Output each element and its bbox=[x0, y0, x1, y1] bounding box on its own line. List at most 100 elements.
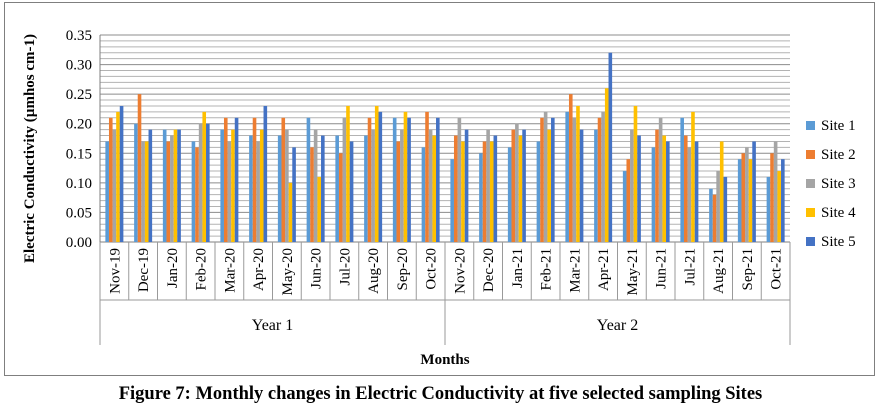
bar bbox=[277, 135, 282, 242]
bar bbox=[285, 129, 289, 242]
x-tick-label: Jun-21 bbox=[654, 248, 670, 289]
legend-swatch bbox=[806, 237, 815, 246]
legend-label: Site 3 bbox=[821, 176, 856, 192]
bar bbox=[716, 171, 720, 242]
bar bbox=[622, 171, 627, 242]
bar bbox=[752, 141, 756, 242]
bar bbox=[392, 117, 397, 242]
bar bbox=[565, 111, 569, 242]
bar bbox=[346, 105, 350, 242]
bar bbox=[691, 111, 695, 242]
bar bbox=[547, 129, 552, 242]
bar bbox=[137, 94, 142, 243]
bar bbox=[421, 147, 426, 242]
group-label: Year 1 bbox=[252, 317, 293, 334]
bar bbox=[594, 129, 598, 242]
bar bbox=[227, 141, 232, 242]
bar bbox=[662, 135, 667, 242]
bar bbox=[256, 141, 260, 242]
bar bbox=[338, 153, 343, 242]
bar bbox=[134, 123, 138, 242]
y-tick-label: 0.10 bbox=[66, 176, 92, 192]
bar bbox=[342, 117, 347, 242]
bar bbox=[378, 111, 383, 242]
x-tick-label: Aug-21 bbox=[711, 248, 727, 294]
bar bbox=[108, 117, 113, 242]
y-tick-label: 0.35 bbox=[66, 28, 92, 44]
bar bbox=[317, 176, 322, 242]
bar bbox=[651, 147, 656, 242]
bar bbox=[112, 129, 117, 242]
y-tick-label: 0.00 bbox=[66, 235, 92, 251]
x-tick-label: Dec-20 bbox=[481, 248, 497, 292]
bar bbox=[400, 129, 404, 242]
x-tick-label: Feb-21 bbox=[539, 248, 555, 291]
x-tick-label: Sep-21 bbox=[740, 248, 756, 291]
bar bbox=[608, 52, 613, 242]
figure-caption: Figure 7: Monthly changes in Electric Co… bbox=[118, 384, 763, 404]
x-tick-label: Jul-21 bbox=[682, 248, 698, 286]
bar bbox=[719, 141, 724, 242]
bar bbox=[781, 159, 785, 242]
group-label: Year 2 bbox=[597, 317, 638, 334]
legend-swatch bbox=[806, 121, 815, 130]
bar bbox=[626, 159, 631, 242]
bar bbox=[364, 135, 368, 242]
bar bbox=[249, 135, 253, 242]
bar bbox=[292, 147, 296, 242]
y-tick-label: 0.25 bbox=[66, 87, 92, 103]
bar bbox=[141, 141, 145, 242]
bar bbox=[259, 129, 264, 242]
legend-label: Site 2 bbox=[821, 147, 856, 163]
bar bbox=[543, 111, 548, 242]
x-axis-title: Months bbox=[420, 352, 469, 368]
bar bbox=[745, 147, 749, 242]
y-tick-label: 0.20 bbox=[66, 117, 92, 133]
bar bbox=[349, 141, 354, 242]
bar bbox=[198, 123, 203, 242]
bar bbox=[223, 117, 228, 242]
bar bbox=[694, 141, 699, 242]
x-tick-label: Mar-21 bbox=[567, 248, 583, 293]
bar bbox=[321, 135, 325, 242]
bar bbox=[741, 153, 746, 242]
bar bbox=[170, 135, 174, 242]
bar bbox=[457, 117, 462, 242]
bar bbox=[770, 153, 774, 242]
bar bbox=[518, 135, 523, 242]
bar bbox=[428, 129, 433, 242]
bar bbox=[263, 105, 268, 242]
bar bbox=[306, 117, 311, 242]
bar bbox=[576, 105, 580, 242]
x-tick-label: May-21 bbox=[625, 248, 641, 296]
y-tick-label: 0.05 bbox=[66, 205, 92, 221]
bar bbox=[335, 135, 339, 242]
x-tick-label: Apr-21 bbox=[596, 248, 612, 291]
bar-chart: 0.00 0.05 0.10 0.15 0.20 0.25 0.30 0.35 Nov-19 De… bbox=[22, 28, 856, 368]
bar bbox=[515, 123, 519, 242]
x-tick-label: Dec-19 bbox=[136, 248, 152, 292]
bar bbox=[777, 171, 782, 242]
bar bbox=[371, 129, 375, 242]
bar bbox=[766, 176, 771, 242]
bar bbox=[601, 111, 605, 242]
bar bbox=[432, 135, 437, 242]
bar bbox=[119, 105, 124, 242]
bar bbox=[723, 176, 728, 242]
x-tick-label: May-20 bbox=[280, 248, 296, 296]
y-tick-label: 0.30 bbox=[66, 58, 92, 74]
bar bbox=[144, 141, 149, 242]
bar bbox=[604, 88, 609, 242]
bar bbox=[453, 135, 458, 242]
bar bbox=[658, 117, 663, 242]
bar bbox=[162, 129, 167, 242]
bar bbox=[536, 141, 541, 242]
bar bbox=[655, 129, 659, 242]
x-tick-label: Jan-21 bbox=[510, 248, 526, 288]
x-tick-label: Sep-20 bbox=[395, 248, 411, 291]
bar bbox=[666, 141, 670, 242]
bar bbox=[633, 105, 638, 242]
bar bbox=[680, 117, 684, 242]
bar bbox=[148, 129, 153, 242]
bar bbox=[191, 141, 196, 242]
